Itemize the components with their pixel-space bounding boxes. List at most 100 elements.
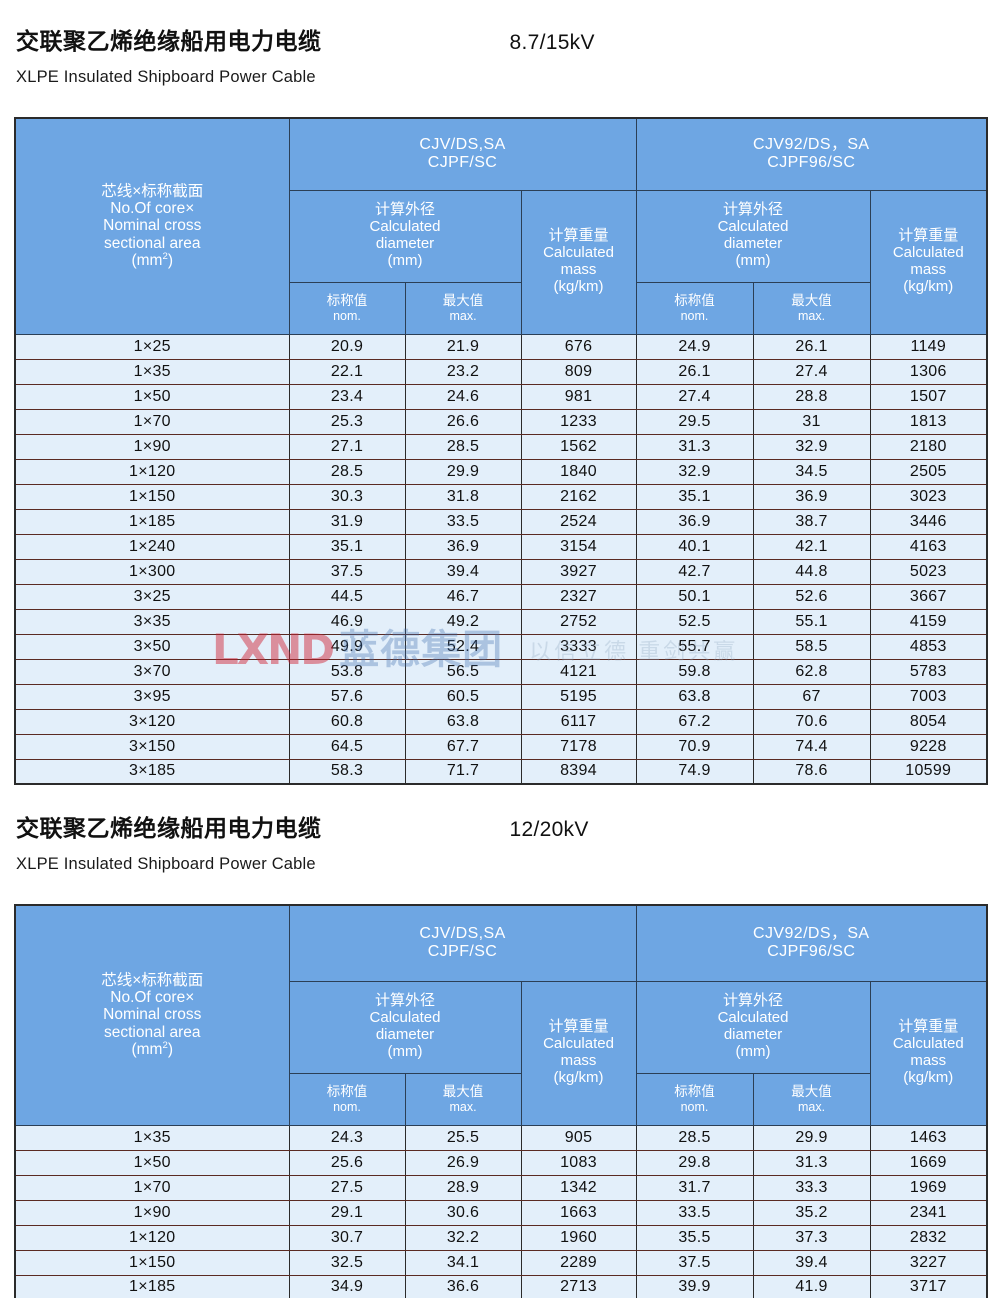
- cell-diameter-nom-armored: 74.9: [635, 758, 754, 785]
- mass-label-cn-b2: 计算重量: [898, 1018, 959, 1036]
- table-row: 1×150 32.5 34.1 2289 37.5 39.4 3227: [14, 1249, 988, 1276]
- diameter-label-cn-2: 计算外径: [723, 201, 784, 219]
- cell-diameter-max: 67.7: [404, 733, 522, 760]
- nom-label-en-b2: nom.: [680, 1099, 709, 1114]
- cell-diameter-nom: 32.5: [288, 1249, 406, 1276]
- header-mass-cjv-2: 计算重量 Calculated mass (kg/km): [520, 980, 637, 1126]
- cell-mass: 2524: [520, 508, 637, 535]
- cell-mass-armored: 3227: [869, 1249, 988, 1276]
- cell-diameter-nom: 29.1: [288, 1199, 406, 1226]
- cell-diameter-nom: 49.9: [288, 633, 406, 660]
- cell-mass-armored: 7003: [869, 683, 988, 710]
- cell-diameter-max-armored: 41.9: [752, 1274, 871, 1298]
- table-body-1: 1×25 20.9 21.9 676 24.9 26.1 1149 1×35 22.1 23.2 8…: [14, 333, 988, 785]
- cell-diameter-nom: 46.9: [288, 608, 406, 635]
- table-header-2: 芯线×标称截面 No.Of core× Nominal cross sectio…: [14, 904, 988, 1126]
- cell-diameter-nom-armored: 70.9: [635, 733, 754, 760]
- cell-mass: 3333: [520, 633, 637, 660]
- cell-diameter-nom-armored: 40.1: [635, 533, 754, 560]
- cell-diameter-max-armored: 58.5: [752, 633, 871, 660]
- cell-diameter-max-armored: 31: [752, 408, 871, 435]
- diameter-unit: (mm): [387, 251, 423, 269]
- diameter-label-en-2: diameter: [375, 235, 435, 252]
- table-row: 3×70 53.8 56.5 4121 59.8 62.8 5783: [14, 658, 988, 685]
- page-title-en: XLPE Insulated Shipboard Power Cable: [16, 68, 316, 86]
- table-header-1: 芯线×标称截面 No.Of core× Nominal cross sectio…: [14, 117, 988, 335]
- table-row: 1×90 29.1 30.6 1663 33.5 35.2 2341: [14, 1199, 988, 1226]
- cell-diameter-max: 29.9: [404, 458, 522, 485]
- table-row: 1×70 27.5 28.9 1342 31.7 33.3 1969: [14, 1174, 988, 1201]
- cell-diameter-nom: 60.8: [288, 708, 406, 735]
- nom-label-en-b: nom.: [333, 1099, 361, 1114]
- cell-mass-armored: 2180: [869, 433, 988, 460]
- header-diameter-cjv: 计算外径 Calculated diameter (mm): [288, 189, 522, 283]
- stub-unit-superscript-b: 2: [162, 1040, 168, 1052]
- cell-mass: 905: [520, 1124, 637, 1151]
- cell-diameter-nom-armored: 35.1: [635, 483, 754, 510]
- cell-mass-armored: 1149: [869, 333, 988, 360]
- header-row-nom-max-2: 标称值 nom. 最大值 max. 标称值 nom. 最大值 max.: [15, 1072, 987, 1126]
- mass-label-cn-b: 计算重量: [548, 1018, 609, 1036]
- stub-unit-close: ): [167, 252, 173, 270]
- group-b-line2-b: CJPF96/SC: [767, 943, 856, 961]
- group-a-line2: CJPF/SC: [427, 154, 498, 172]
- cell-core-size: 1×50: [14, 383, 290, 410]
- header-max-cjv92-2: 最大值 max.: [752, 1072, 871, 1126]
- cell-mass-armored: 1969: [869, 1174, 988, 1201]
- cell-diameter-nom: 22.1: [288, 358, 406, 385]
- cell-diameter-nom: 27.5: [288, 1174, 406, 1201]
- cell-mass: 1233: [520, 408, 637, 435]
- table-row: 1×185 31.9 33.5 2524 36.9 38.7 3446: [14, 508, 988, 535]
- cell-diameter-max: 32.2: [404, 1224, 522, 1251]
- cell-diameter-max: 23.2: [404, 358, 522, 385]
- table-row: 1×120 30.7 32.2 1960 35.5 37.3 2832: [14, 1224, 988, 1251]
- voltage-rating: 8.7/15kV: [509, 31, 595, 54]
- diameter-label-en-2-2: diameter: [723, 235, 783, 252]
- cell-mass-armored: 4163: [869, 533, 988, 560]
- cell-diameter-nom-armored: 27.4: [635, 383, 754, 410]
- cell-mass-armored: 9228: [869, 733, 988, 760]
- cell-core-size: 1×185: [14, 508, 290, 535]
- group-b-line1-b: CJV92/DS，SA: [753, 925, 870, 943]
- cell-core-size: 3×120: [14, 708, 290, 735]
- voltage-rating-2: 12/20kV: [509, 818, 589, 841]
- table-row: 3×185 58.3 71.7 8394 74.9 78.6 10599: [14, 758, 988, 785]
- cell-diameter-nom-armored: 31.7: [635, 1174, 754, 1201]
- cell-diameter-max-armored: 70.6: [752, 708, 871, 735]
- cell-diameter-max: 26.6: [404, 408, 522, 435]
- stub-label-en-1: No.Of core×: [110, 200, 195, 218]
- diameter-label-en-1-2: Calculated: [717, 218, 789, 236]
- cell-diameter-nom: 35.1: [288, 533, 406, 560]
- nom-label-cn-b2: 标称值: [674, 1084, 715, 1100]
- table-body-2: 1×35 24.3 25.5 905 28.5 29.9 1463 1×50 25.6 26.9 1…: [14, 1124, 988, 1298]
- cell-core-size: 1×120: [14, 1224, 290, 1251]
- max-label-en-b: max.: [449, 1099, 477, 1114]
- header-mass-cjv: 计算重量 Calculated mass (kg/km): [520, 189, 637, 335]
- cell-mass: 3927: [520, 558, 637, 585]
- cell-diameter-max-armored: 35.2: [752, 1199, 871, 1226]
- header-mass-cjv92: 计算重量 Calculated mass (kg/km): [869, 189, 988, 335]
- cell-diameter-nom-armored: 42.7: [635, 558, 754, 585]
- cell-diameter-nom: 28.5: [288, 458, 406, 485]
- header-diameter-cjv92: 计算外径 Calculated diameter (mm): [635, 189, 871, 283]
- cell-diameter-max: 28.5: [404, 433, 522, 460]
- table-row: 1×240 35.1 36.9 3154 40.1 42.1 4163: [14, 533, 988, 560]
- cell-diameter-max-armored: 74.4: [752, 733, 871, 760]
- cell-mass: 2289: [520, 1249, 637, 1276]
- cell-mass-armored: 8054: [869, 708, 988, 735]
- stub-label-en-2-b: Nominal cross: [103, 1006, 202, 1024]
- nom-label-en: nom.: [333, 308, 361, 323]
- cell-core-size: 3×150: [14, 733, 290, 760]
- cell-core-size: 1×90: [14, 1199, 290, 1226]
- mass-label-en-2-2: mass: [910, 261, 947, 278]
- cell-diameter-max: 24.6: [404, 383, 522, 410]
- cell-mass: 2327: [520, 583, 637, 610]
- cell-mass-armored: 1463: [869, 1124, 988, 1151]
- mass-unit: (kg/km): [553, 277, 604, 295]
- nom-label-cn-2: 标称值: [674, 293, 715, 309]
- table-row: 3×120 60.8 63.8 6117 67.2 70.6 8054: [14, 708, 988, 735]
- header-nom-cjv-2: 标称值 nom.: [288, 1072, 406, 1126]
- cell-diameter-nom-armored: 36.9: [635, 508, 754, 535]
- cell-diameter-max-armored: 28.8: [752, 383, 871, 410]
